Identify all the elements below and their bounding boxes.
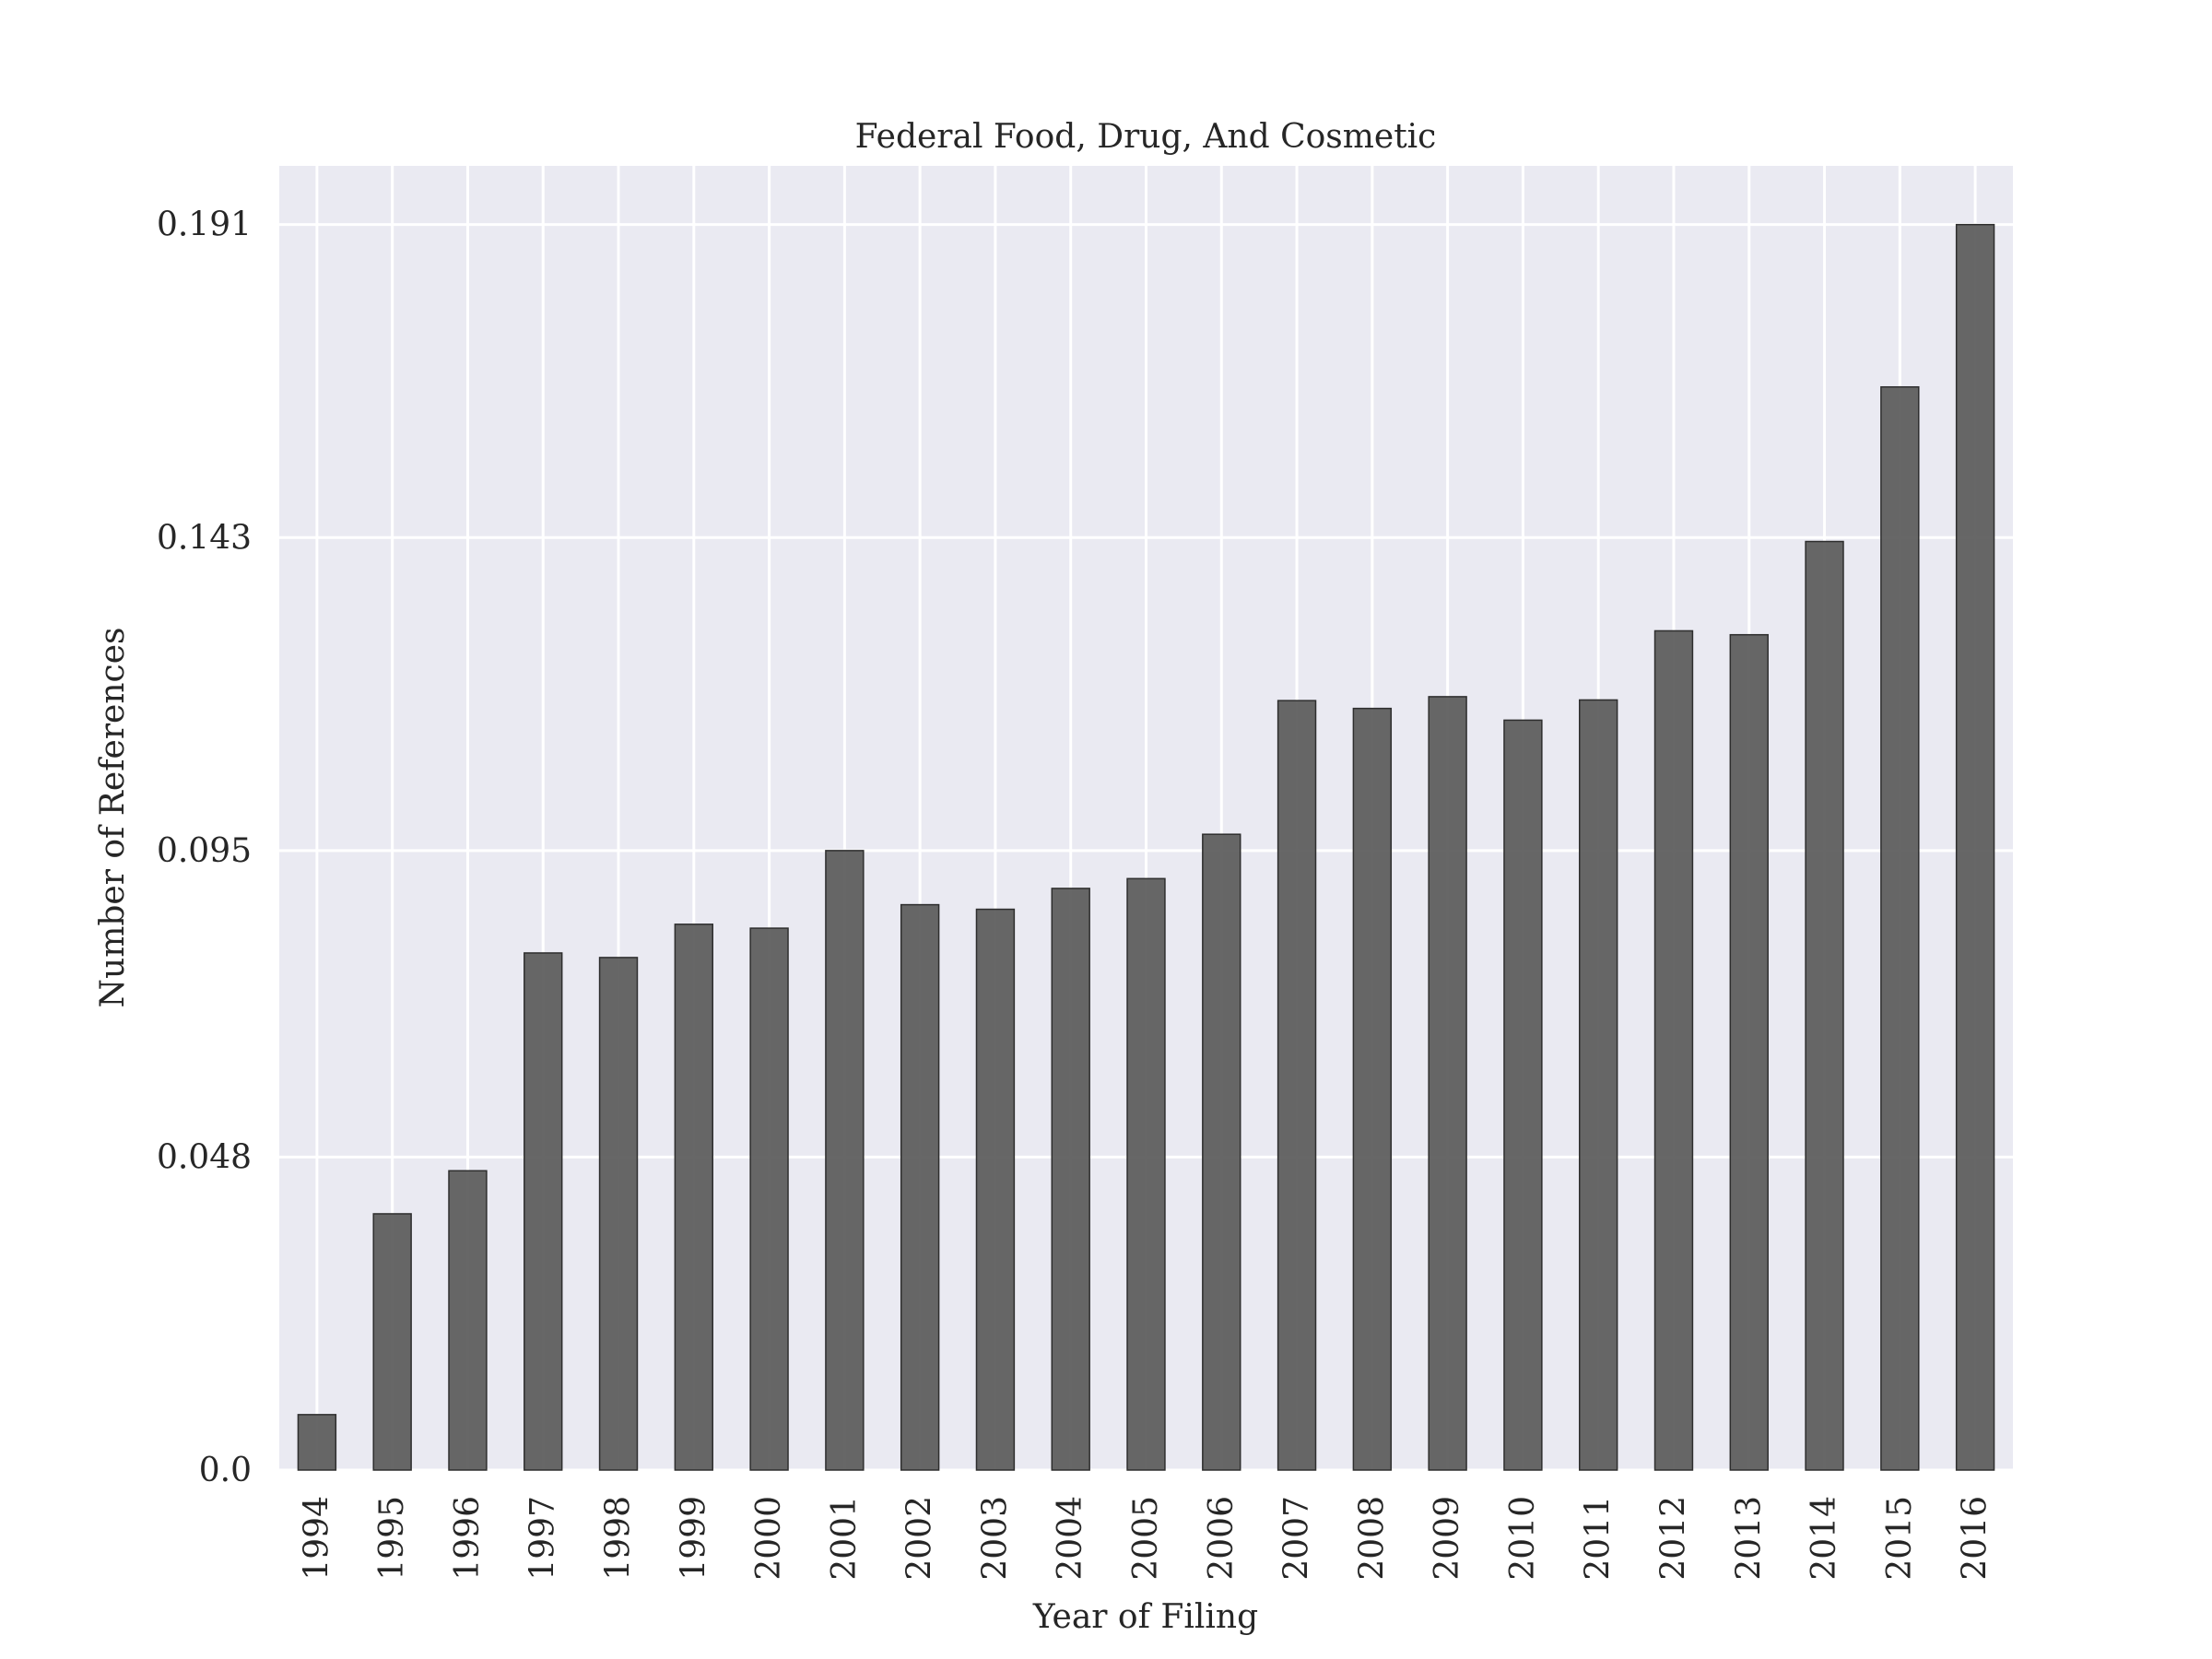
bar-2014 bbox=[1805, 540, 1844, 1471]
x-tick-labels: 1994 1995 1996 1997 1998 1999 2000 2001 2002 2003… bbox=[298, 1496, 1994, 1581]
y-tick-label: 0.0 bbox=[199, 1452, 252, 1489]
x-tick-label-2009: 2009 bbox=[1429, 1496, 1466, 1581]
bar-2008 bbox=[1352, 707, 1393, 1471]
x-tick-label-2013: 2013 bbox=[1730, 1496, 1768, 1581]
bar-2006 bbox=[1202, 833, 1241, 1471]
y-tick-label: 0.143 bbox=[157, 519, 252, 557]
bar-2001 bbox=[825, 850, 865, 1471]
bar-1995 bbox=[372, 1213, 412, 1471]
y-axis-label: Number of References bbox=[94, 628, 132, 1008]
bar-2003 bbox=[975, 908, 1016, 1471]
bar-1998 bbox=[598, 957, 639, 1471]
x-tick-label-2005: 2005 bbox=[1127, 1496, 1165, 1581]
bar-2015 bbox=[1880, 386, 1920, 1471]
bar-1999 bbox=[674, 924, 714, 1471]
x-tick-label-1998: 1998 bbox=[600, 1496, 638, 1581]
x-tick-label-2008: 2008 bbox=[1353, 1496, 1391, 1581]
bar-2005 bbox=[1126, 877, 1166, 1471]
x-tick-label-2011: 2011 bbox=[1580, 1496, 1618, 1581]
y-tick-label: 0.095 bbox=[157, 832, 252, 870]
x-tick-label-2001: 2001 bbox=[826, 1496, 864, 1581]
bar-2000 bbox=[749, 927, 789, 1471]
x-tick-label-2002: 2002 bbox=[901, 1496, 939, 1581]
bar-2016 bbox=[1955, 223, 1995, 1471]
bar-2004 bbox=[1051, 888, 1090, 1471]
x-tick-label-2010: 2010 bbox=[1504, 1496, 1542, 1581]
bar-2007 bbox=[1277, 700, 1317, 1471]
x-tick-label-1995: 1995 bbox=[373, 1496, 411, 1581]
bar-1994 bbox=[297, 1414, 337, 1471]
y-tick-labels: 0.0 0.048 0.095 0.143 0.191 bbox=[157, 206, 252, 1489]
x-tick-label-1997: 1997 bbox=[524, 1496, 562, 1581]
bar-2010 bbox=[1503, 719, 1543, 1471]
bar-1996 bbox=[448, 1170, 488, 1471]
bar-2009 bbox=[1428, 696, 1467, 1471]
bar-2012 bbox=[1653, 629, 1694, 1471]
x-tick-label-2000: 2000 bbox=[750, 1496, 788, 1581]
x-tick-label-2006: 2006 bbox=[1203, 1496, 1241, 1581]
x-tick-label-1994: 1994 bbox=[298, 1496, 335, 1581]
bar-2011 bbox=[1579, 699, 1618, 1471]
x-tick-label-2014: 2014 bbox=[1806, 1496, 1843, 1581]
x-tick-label-1999: 1999 bbox=[675, 1496, 712, 1581]
x-axis-label: Year of Filing bbox=[1032, 1598, 1258, 1636]
bar-2002 bbox=[900, 903, 940, 1471]
x-tick-label-1996: 1996 bbox=[449, 1496, 487, 1581]
bar-1997 bbox=[524, 952, 563, 1471]
x-tick-label-2007: 2007 bbox=[1278, 1496, 1316, 1581]
bars bbox=[297, 223, 1995, 1471]
x-tick-label-2003: 2003 bbox=[976, 1496, 1014, 1581]
x-tick-label-2012: 2012 bbox=[1654, 1496, 1692, 1581]
bar-2013 bbox=[1729, 633, 1769, 1471]
x-tick-label-2004: 2004 bbox=[1052, 1496, 1089, 1581]
y-tick-label: 0.191 bbox=[157, 206, 252, 244]
x-tick-label-2016: 2016 bbox=[1957, 1496, 1994, 1581]
x-tick-label-2015: 2015 bbox=[1881, 1496, 1919, 1581]
chart-title: Federal Food, Drug, And Cosmetic bbox=[855, 118, 1437, 156]
y-tick-label: 0.048 bbox=[157, 1138, 252, 1176]
